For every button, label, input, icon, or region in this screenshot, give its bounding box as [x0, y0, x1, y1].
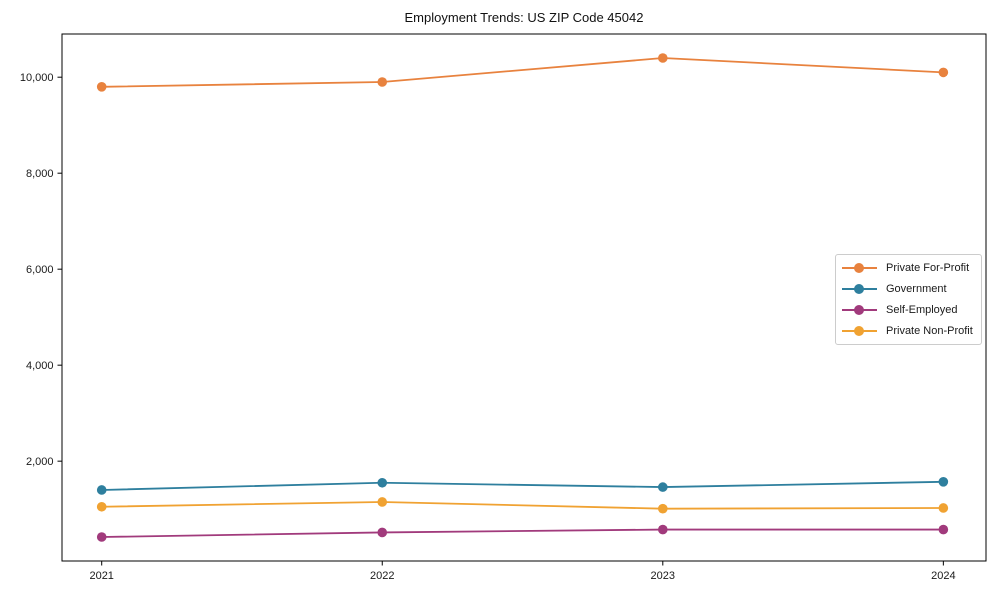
data-point-self-employed-2021 — [96, 532, 107, 542]
y-tick-label: 6,000 — [26, 264, 54, 276]
data-point-private-non-profit-2024 — [938, 503, 949, 513]
legend-label: Private Non-Profit — [886, 325, 973, 337]
legend-marker-dot — [854, 263, 864, 273]
data-point-private-non-profit-2022 — [377, 497, 388, 507]
data-point-private-non-profit-2023 — [658, 503, 668, 514]
series-line-private-for-profit — [100, 57, 945, 88]
x-tick-label: 2021 — [89, 570, 113, 582]
legend-marker-line — [842, 305, 877, 315]
legend: Private For-Profit Government Self-Emplo… — [835, 254, 982, 345]
legend-entry-private-for-profit: Private For-Profit — [842, 258, 981, 278]
data-point-government-2022 — [377, 477, 388, 488]
series-line-self-employed — [100, 528, 945, 538]
legend-label: Private For-Profit — [886, 262, 970, 274]
data-point-government-2024 — [938, 477, 949, 487]
data-point-private-for-profit-2023 — [658, 53, 668, 63]
chart-title: Employment Trends: US ZIP Code 45042 — [404, 10, 644, 25]
legend-label: Government — [886, 283, 947, 295]
y-tick-label: 4,000 — [26, 360, 54, 372]
y-tick-label: 8,000 — [26, 168, 54, 180]
legend-marker-line — [842, 263, 877, 273]
x-tick-label: 2024 — [931, 570, 955, 582]
legend-marker-dot — [854, 305, 864, 315]
data-point-self-employed-2024 — [938, 524, 949, 535]
data-point-private-for-profit-2022 — [377, 77, 388, 87]
y-tick-label: 2,000 — [26, 456, 54, 468]
data-point-self-employed-2023 — [658, 524, 668, 535]
data-point-self-employed-2022 — [377, 527, 388, 538]
y-tick-label: 10,000 — [20, 72, 54, 84]
x-tick-label: 2022 — [370, 570, 394, 582]
legend-marker-dot — [854, 326, 864, 336]
legend-entry-self-employed: Self-Employed — [842, 300, 981, 320]
series-line-government — [100, 480, 945, 491]
legend-marker-dot — [854, 284, 864, 294]
x-tick-label: 2023 — [651, 570, 675, 582]
data-point-government-2021 — [96, 485, 107, 495]
data-point-private-for-profit-2024 — [938, 67, 949, 78]
legend-label: Self-Employed — [886, 304, 958, 316]
legend-marker-line — [842, 326, 877, 336]
data-point-private-non-profit-2021 — [96, 501, 107, 512]
data-point-private-for-profit-2021 — [96, 81, 107, 92]
legend-entry-private-non-profit: Private Non-Profit — [842, 321, 981, 341]
legend-marker-line — [842, 284, 877, 294]
legend-entry-government: Government — [842, 279, 981, 299]
data-point-government-2023 — [658, 482, 668, 492]
plot-frame — [61, 33, 987, 562]
series-line-private-non-profit — [100, 501, 945, 510]
